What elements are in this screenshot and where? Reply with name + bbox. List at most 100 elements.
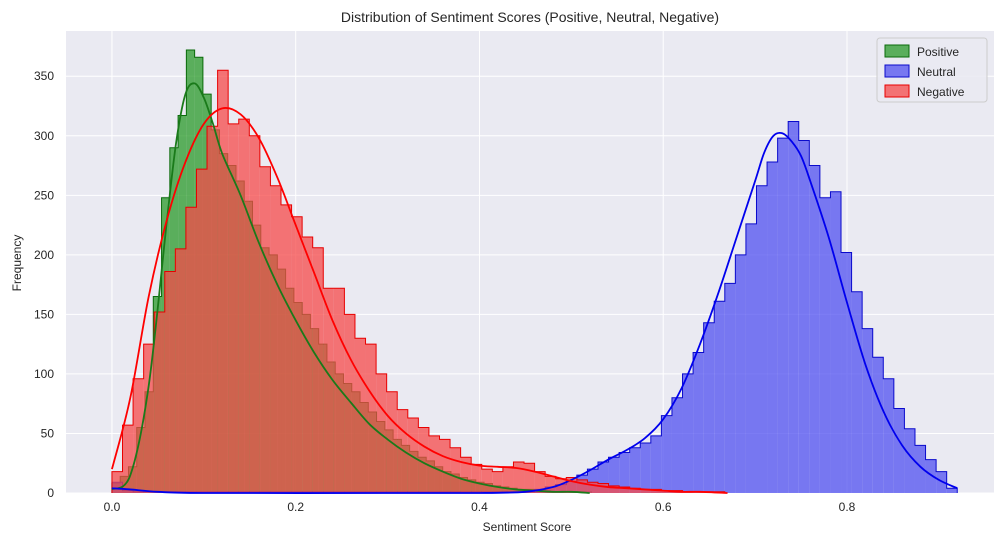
x-tick-label: 0.4 [471, 500, 488, 514]
histogram-bar [407, 417, 419, 493]
histogram-bar [238, 119, 250, 493]
histogram-bar [524, 463, 535, 493]
histogram-bar [354, 338, 366, 493]
histogram-bar [312, 247, 324, 493]
histogram-bar [703, 322, 715, 493]
y-tick-label: 250 [34, 188, 54, 202]
x-tick-label: 0.6 [655, 500, 672, 514]
histogram-bar [576, 479, 588, 493]
histogram-bar [650, 489, 662, 493]
histogram-bar [587, 469, 598, 493]
histogram-bar [714, 301, 725, 493]
histogram-bar [619, 452, 630, 493]
histogram-bar [693, 352, 704, 493]
histogram-bar [492, 471, 503, 493]
histogram-bar [450, 447, 461, 493]
histogram-bar [914, 445, 926, 493]
histogram-bar [133, 378, 144, 493]
kde-curve-positive [111, 82, 590, 494]
histogram-bar [207, 126, 218, 494]
histogram-bar [661, 490, 672, 493]
histogram-bar [640, 442, 651, 493]
x-tick-label: 0.0 [104, 500, 121, 514]
histogram-bar [291, 216, 303, 494]
histogram-bar [323, 288, 334, 493]
histogram-bar [788, 121, 799, 493]
histogram-bar [629, 488, 641, 493]
histogram-bar [164, 271, 176, 493]
histogram-bar [249, 135, 260, 493]
legend-swatch [884, 64, 910, 78]
histogram-bar [819, 197, 831, 493]
histogram-bar [471, 464, 482, 493]
y-tick-label: 350 [34, 69, 54, 83]
histogram-bar [259, 166, 271, 494]
x-tick-label: 0.2 [287, 500, 304, 514]
histogram-bar [270, 185, 282, 493]
histogram-bar [122, 425, 134, 493]
histogram-bar [185, 207, 197, 493]
histogram-bar [904, 428, 915, 493]
y-tick-label: 300 [34, 129, 54, 143]
kde-curve-neutral [111, 131, 958, 494]
histogram-bar [281, 204, 292, 493]
histogram-bar [418, 427, 429, 493]
kde-curve-negative [111, 107, 728, 494]
histogram-bar [682, 373, 694, 493]
histogram-bar [756, 185, 768, 493]
histogram-bar [872, 357, 884, 493]
x-axis-ticks: 0.0 0.2 0.4 0.6 0.8 [104, 500, 856, 514]
histogram-bar [597, 483, 609, 493]
histogram-bar [460, 457, 472, 493]
histogram-bar [671, 397, 683, 493]
histogram-bar [196, 169, 208, 493]
histogram-bar [798, 140, 810, 493]
histogram-bar [893, 408, 905, 493]
histogram-bar [608, 457, 620, 493]
chart-title: Distribution of Sentiment Scores (Positi… [341, 9, 719, 25]
histogram-bar [228, 123, 239, 494]
histogram-bar [851, 291, 863, 493]
y-axis-label: Frequency [10, 235, 24, 292]
histogram-bar [777, 138, 789, 493]
histogram-bar [619, 487, 630, 493]
histogram-bar [640, 489, 651, 493]
kde-curves [111, 82, 958, 494]
histogram-bar [428, 435, 440, 493]
legend-swatch [884, 84, 910, 98]
histogram-bar [724, 283, 736, 493]
histogram-bar [767, 161, 778, 494]
histogram-bar [143, 344, 155, 493]
histogram-bar [555, 478, 567, 493]
histogram-bar [217, 70, 229, 493]
y-tick-label: 200 [34, 248, 54, 262]
histogram-bar [925, 459, 937, 493]
legend-swatch [884, 44, 910, 58]
histogram-bars [111, 49, 958, 494]
histogram-bar [597, 462, 609, 493]
histogram-bar [439, 439, 451, 493]
x-tick-label: 0.8 [839, 500, 856, 514]
histogram-bar [545, 476, 556, 493]
histogram-bar [608, 485, 620, 493]
histogram-bar [302, 236, 313, 493]
legend: Positive Neutral Negative [876, 37, 988, 103]
legend-label: Neutral [917, 65, 956, 79]
legend-label: Negative [917, 85, 965, 99]
histogram-bar [333, 288, 345, 493]
histogram-bar [862, 328, 873, 493]
histogram-bar [344, 314, 355, 493]
histogram-bar [661, 415, 672, 493]
histogram-bar [513, 462, 525, 493]
histogram-bar [154, 312, 165, 493]
legend-label: Positive [917, 45, 959, 59]
histogram-bar [587, 482, 598, 493]
histogram-bar [841, 252, 852, 493]
histogram-bar [502, 466, 514, 493]
histogram-bar [745, 223, 757, 493]
histogram-bar [111, 471, 123, 493]
histogram-bar [365, 344, 377, 493]
histogram-bar [735, 254, 746, 493]
y-tick-label: 50 [41, 426, 55, 440]
